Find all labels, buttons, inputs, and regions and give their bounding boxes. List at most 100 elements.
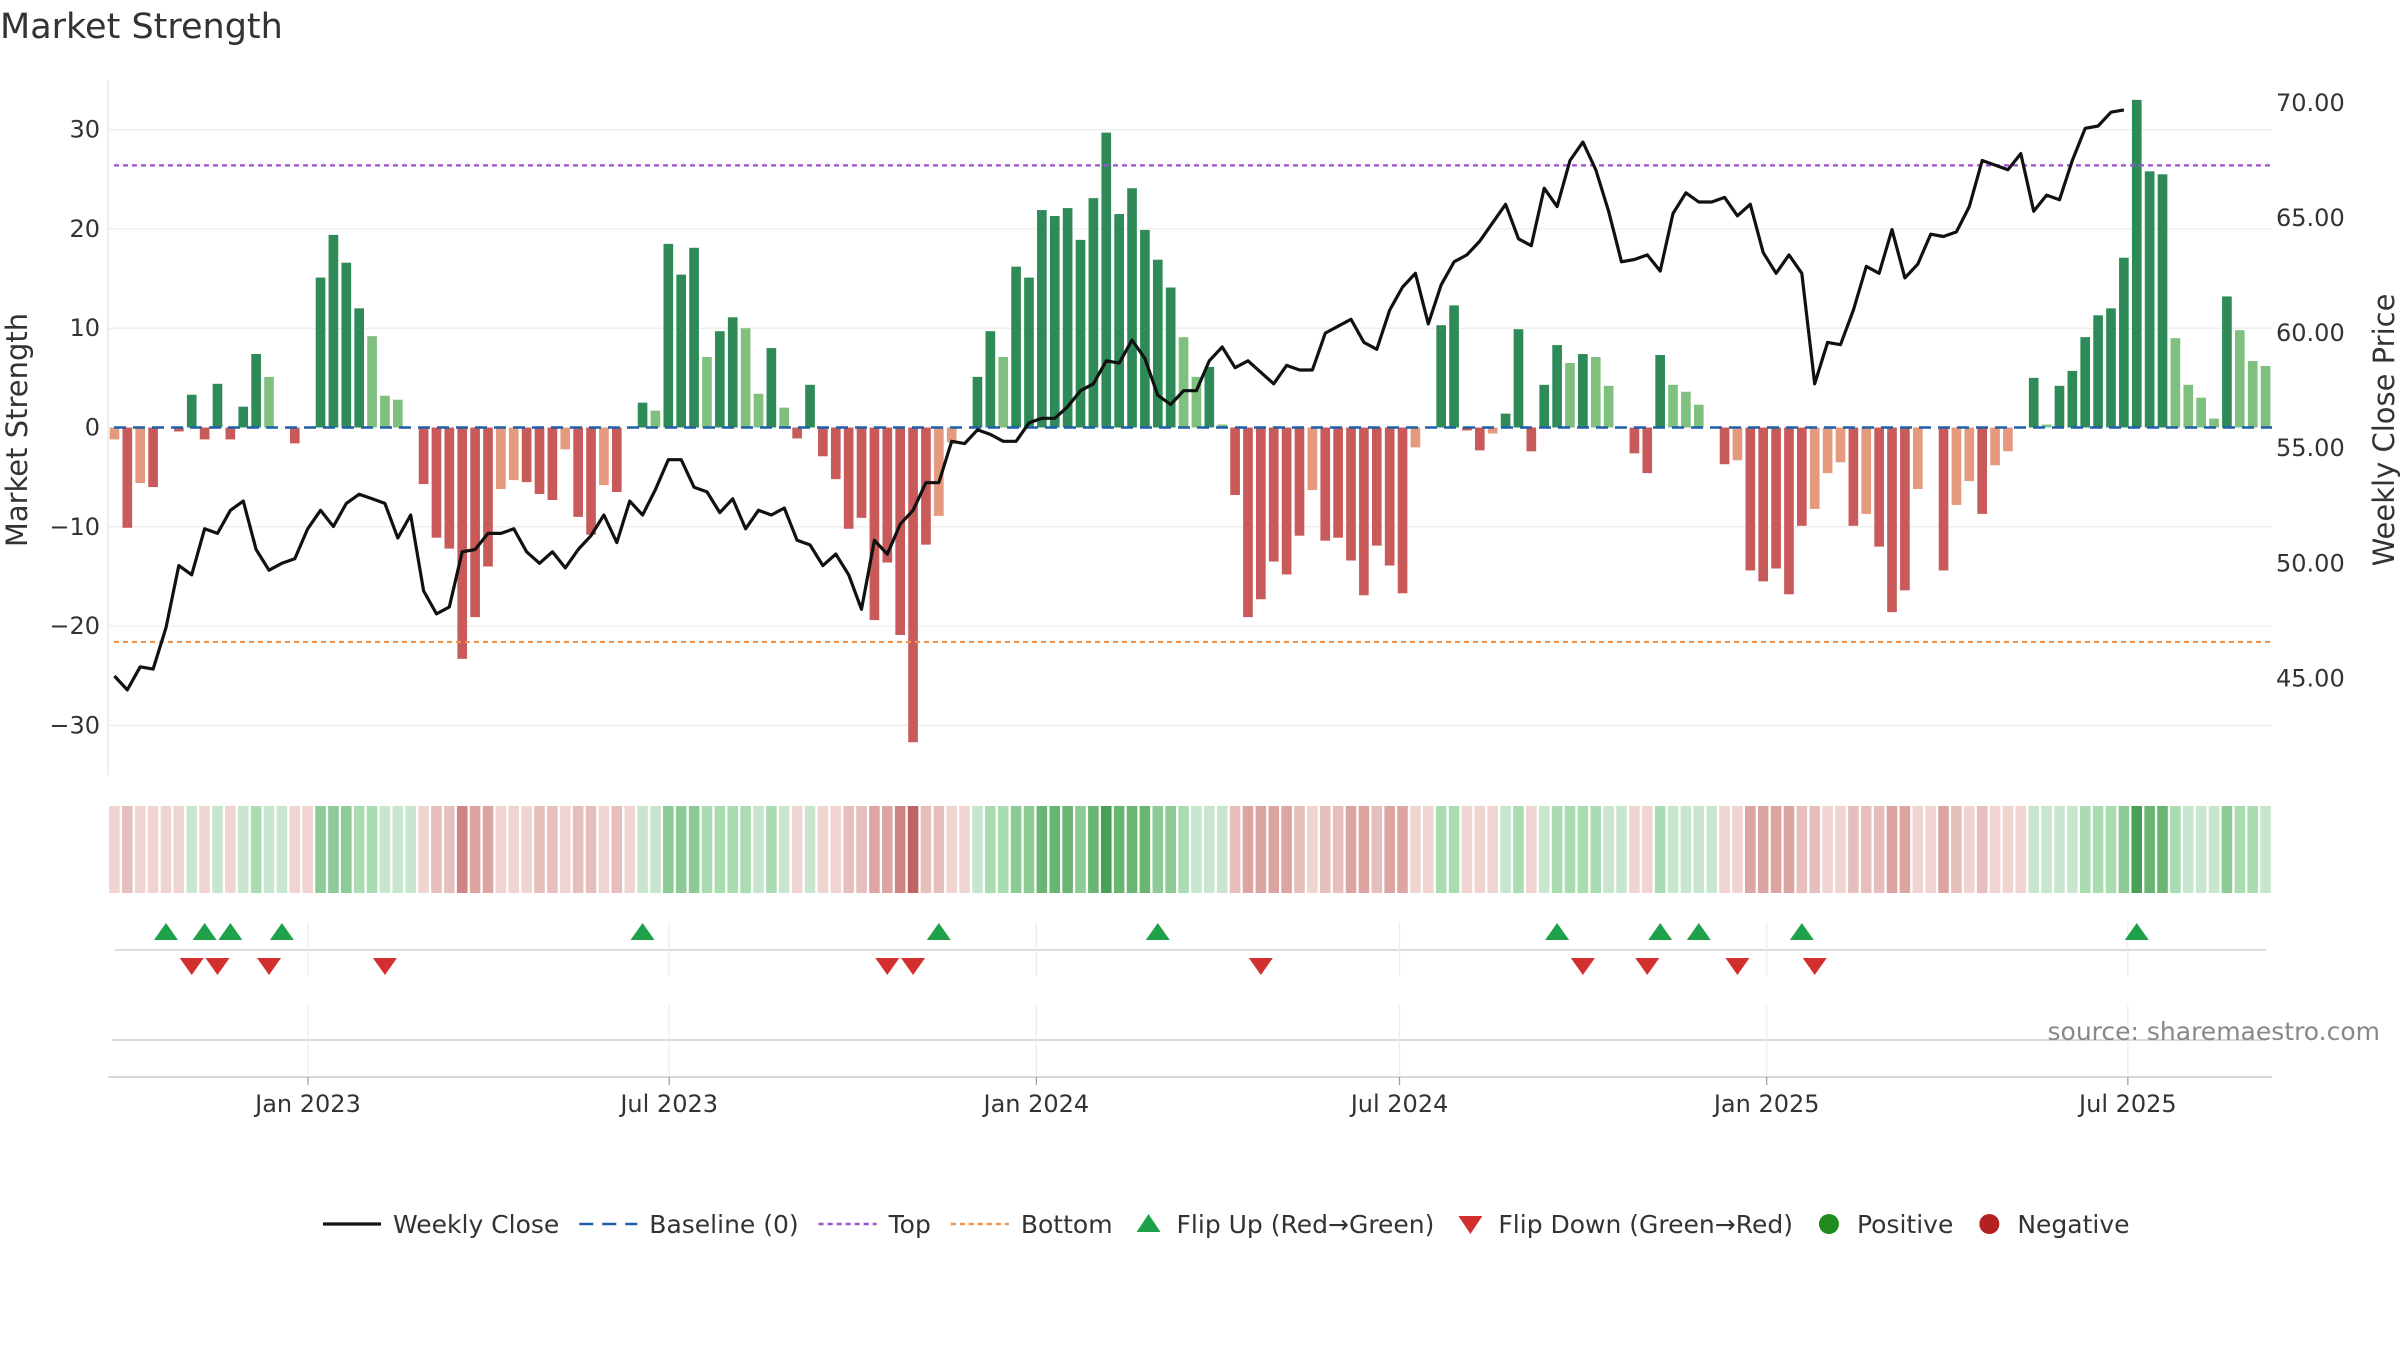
negative-bar bbox=[1294, 427, 1305, 536]
negative-bar bbox=[2003, 427, 2013, 452]
legend-negative-label: Negative bbox=[2017, 1210, 2129, 1239]
positive-bar bbox=[1603, 385, 1614, 428]
positive-bar bbox=[650, 410, 661, 428]
heat-cell-negative bbox=[1268, 806, 1280, 893]
heat-cell-positive bbox=[637, 806, 648, 893]
heat-cell-negative bbox=[199, 806, 210, 893]
negative-bar bbox=[1835, 427, 1846, 463]
positive-bar bbox=[2222, 296, 2232, 428]
flip-up-marker bbox=[1145, 923, 1170, 940]
heat-cell-positive bbox=[328, 806, 339, 893]
legend-flip-down-icon bbox=[1458, 1216, 1483, 1234]
positive-bar bbox=[1114, 214, 1124, 428]
heat-cell-negative bbox=[920, 806, 932, 893]
heat-cell-positive bbox=[276, 806, 288, 893]
positive-bar bbox=[740, 328, 751, 428]
negative-bar bbox=[547, 427, 558, 500]
flip-down-marker bbox=[1248, 958, 1273, 975]
heat-cell-negative bbox=[1332, 806, 1344, 893]
heat-cell-positive bbox=[2195, 806, 2207, 893]
heat-cell-negative bbox=[1294, 806, 1305, 893]
heat-cell-negative bbox=[907, 806, 919, 893]
heat-cell-positive bbox=[1165, 806, 1176, 893]
heat-cell-positive bbox=[302, 806, 313, 893]
heat-cell-negative bbox=[1745, 806, 1756, 893]
heat-cell-positive bbox=[1500, 806, 1511, 893]
heat-cell-negative bbox=[289, 806, 301, 893]
heat-cell-positive bbox=[341, 806, 352, 893]
heat-cell-negative bbox=[173, 806, 185, 893]
legend: Weekly Close Baseline (0) Top Bottom Flip Up… bbox=[323, 1210, 2130, 1239]
heat-cell-negative bbox=[534, 806, 545, 893]
negative-bar bbox=[1732, 427, 1743, 461]
heat-cell-negative bbox=[521, 806, 532, 893]
strength-bars bbox=[109, 99, 2271, 743]
heat-cell-positive bbox=[2067, 806, 2078, 893]
positive-bar bbox=[2196, 397, 2206, 428]
flip-up-marker bbox=[192, 923, 217, 940]
positive-bar bbox=[186, 394, 197, 428]
negative-bar bbox=[148, 427, 158, 488]
positive-bar bbox=[2041, 424, 2052, 428]
heat-cell-positive bbox=[366, 806, 378, 893]
positive-bar bbox=[1011, 266, 1021, 428]
negative-bar bbox=[470, 427, 480, 618]
negative-bar bbox=[1268, 427, 1279, 562]
heat-cell-negative bbox=[1976, 806, 1988, 893]
heat-cell-negative bbox=[1410, 806, 1421, 893]
heat-cell-positive bbox=[2208, 806, 2220, 893]
positive-bar bbox=[689, 247, 699, 428]
heat-cell-negative bbox=[1912, 806, 1924, 893]
heat-cell-positive bbox=[2234, 806, 2246, 893]
negative-bar bbox=[1861, 427, 1872, 514]
heat-cell-negative bbox=[1886, 806, 1898, 893]
heat-cell-negative bbox=[1641, 806, 1653, 893]
heat-cell-negative bbox=[134, 806, 146, 893]
heat-cell-positive bbox=[997, 806, 1009, 893]
negative-bar bbox=[1900, 427, 1910, 591]
heat-cell-positive bbox=[1075, 806, 1086, 893]
heat-cell-positive bbox=[972, 806, 983, 893]
positive-bar bbox=[727, 317, 738, 428]
negative-bar bbox=[289, 427, 300, 444]
positive-bar bbox=[972, 376, 983, 428]
heat-cell-negative bbox=[1397, 806, 1408, 893]
left-tick-label: −20 bbox=[49, 612, 100, 640]
heat-cell-positive bbox=[2260, 806, 2271, 893]
heat-cell-negative bbox=[1848, 806, 1859, 893]
negative-bar bbox=[122, 427, 133, 528]
positive-bar bbox=[2260, 365, 2271, 428]
heat-cell-positive bbox=[2041, 806, 2052, 893]
heat-cell-positive bbox=[315, 806, 326, 893]
heat-cell-negative bbox=[572, 806, 584, 893]
heat-cell-negative bbox=[946, 806, 957, 893]
positive-bar bbox=[341, 262, 352, 428]
heat-cell-positive bbox=[263, 806, 275, 893]
positive-bar bbox=[2093, 315, 2103, 428]
positive-bar bbox=[392, 399, 403, 428]
x-tick-label: Jan 2024 bbox=[981, 1090, 1089, 1118]
flip-up-marker bbox=[1686, 923, 1711, 940]
positive-bar bbox=[676, 274, 687, 428]
positive-bar bbox=[1178, 337, 1189, 428]
heat-cell-negative bbox=[869, 806, 880, 893]
gridlines bbox=[107, 80, 2272, 775]
negative-bar bbox=[946, 427, 957, 443]
flip-up-marker bbox=[218, 923, 243, 940]
heat-cell-positive bbox=[2131, 806, 2143, 893]
negative-bar bbox=[1487, 427, 1498, 434]
heat-cell-positive bbox=[1551, 806, 1563, 893]
positive-bar bbox=[1088, 198, 1099, 428]
negative-bar bbox=[1951, 427, 1962, 505]
heat-cell-positive bbox=[675, 806, 687, 893]
heat-cell-positive bbox=[250, 806, 262, 893]
legend-weekly-close-label: Weekly Close bbox=[393, 1210, 559, 1239]
positive-bar bbox=[1668, 384, 1678, 428]
left-tick-label: −30 bbox=[49, 711, 100, 739]
negative-bar bbox=[431, 427, 442, 538]
positive-bar bbox=[1655, 355, 1665, 428]
negative-bar bbox=[1642, 427, 1653, 474]
legend-positive-icon bbox=[1818, 1214, 1839, 1234]
heat-cell-positive bbox=[740, 806, 751, 893]
heat-cell-negative bbox=[933, 806, 945, 893]
